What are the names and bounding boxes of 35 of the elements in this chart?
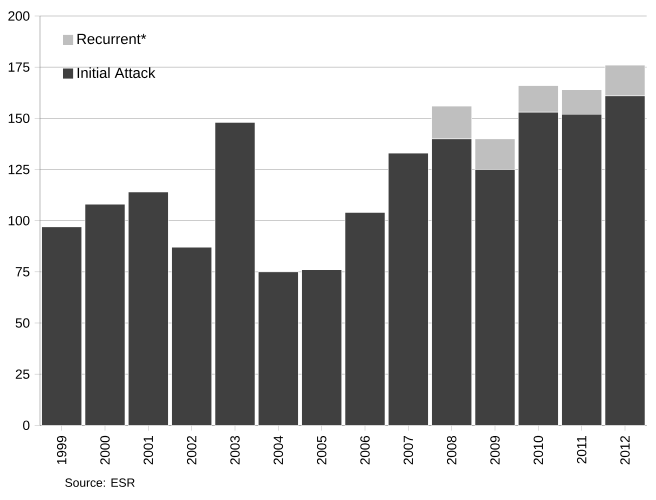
x-tick-label: 2000 xyxy=(100,436,110,464)
x-tick-label: 2002 xyxy=(186,436,196,464)
y-tick-label: 50 xyxy=(16,318,30,328)
bar xyxy=(171,247,212,426)
x-tick-label: 1999 xyxy=(56,436,66,464)
y-tick-label: 75 xyxy=(16,267,30,276)
bar xyxy=(41,226,82,426)
y-tick-label: 0 xyxy=(23,420,30,430)
y-tick-label: 200 xyxy=(8,11,30,21)
legend-label: Recurrent* xyxy=(78,34,146,44)
x-tick-label: 2005 xyxy=(316,436,326,464)
y-tick-label: 150 xyxy=(8,114,30,124)
bar xyxy=(388,152,429,426)
bar xyxy=(128,192,169,426)
bar xyxy=(84,204,126,426)
x-tick-label: 2003 xyxy=(230,436,240,464)
source-note: Source: ESR xyxy=(65,478,135,487)
x-tick-label: 2004 xyxy=(274,436,284,464)
x-tick-label: 2009 xyxy=(490,436,500,464)
x-tick-label: 2007 xyxy=(404,436,414,464)
x-tick-label: 2011 xyxy=(576,436,586,464)
x-tick-label: 2012 xyxy=(620,436,630,464)
y-tick-label: 25 xyxy=(16,369,30,379)
bar xyxy=(344,212,386,426)
x-tick-label: 2001 xyxy=(144,436,154,464)
x-tick-label: 2006 xyxy=(360,436,370,464)
legend-label: Initial Attack xyxy=(78,67,156,78)
bar xyxy=(301,270,342,426)
bar xyxy=(214,122,256,426)
y-tick-label: 100 xyxy=(8,216,30,226)
y-tick-label: 175 xyxy=(8,62,30,72)
y-tick-label: 125 xyxy=(8,164,30,174)
x-tick-label: 2008 xyxy=(446,436,456,464)
bar xyxy=(258,272,299,426)
x-tick-label: 2010 xyxy=(534,436,544,464)
